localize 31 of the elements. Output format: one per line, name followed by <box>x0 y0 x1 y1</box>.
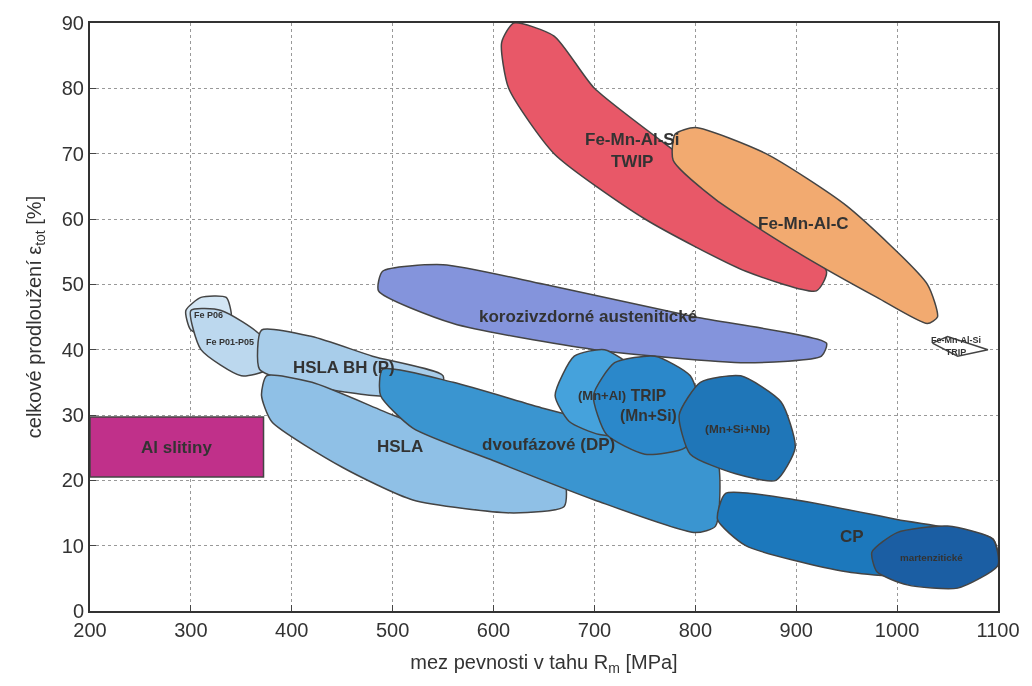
series-label: (Mn+Si+Nb) <box>705 422 771 435</box>
y-tick-label: 90 <box>61 12 84 34</box>
x-tick-label: 400 <box>275 619 309 641</box>
series-label: HSLA <box>377 437 424 456</box>
x-tick-label: 500 <box>375 619 410 641</box>
x-tick-label: 1100 <box>976 619 1020 641</box>
y-tick-label: 70 <box>61 142 84 165</box>
y-tick-label: 40 <box>61 338 84 361</box>
series-label: CP <box>840 527 864 546</box>
x-tick-label: 1000 <box>874 619 920 641</box>
x-tick-label: 600 <box>476 619 511 641</box>
series-label: dvoufázové (DP) <box>482 435 616 454</box>
series-label: Al slitiny <box>141 438 213 457</box>
x-tick-label: 800 <box>678 619 713 641</box>
y-tick-label: 0 <box>72 600 84 622</box>
y-tick-label: 10 <box>61 534 84 557</box>
y-tick-label: 30 <box>61 404 84 426</box>
y-tick-label: 20 <box>61 469 84 492</box>
series-label: Fe P01-P05 <box>206 337 255 347</box>
x-tick-label: 900 <box>779 619 813 641</box>
x-tick-label: 700 <box>577 619 612 641</box>
x-axis-title: mez pevnosti v tahu R$_{m}$ [MPa] <box>410 651 678 677</box>
series-label: martenzitické <box>900 552 964 563</box>
x-tick-label: 200 <box>73 619 107 641</box>
series-label: Fe P06 <box>194 310 224 320</box>
y-tick-label: 80 <box>61 77 84 100</box>
series-label: Fe-Mn-Al-C <box>758 214 849 233</box>
y-tick-label: 60 <box>61 208 84 230</box>
series-label: korozivzdorné austenitické <box>479 307 698 326</box>
x-tick-label: 300 <box>174 619 208 641</box>
y-tick-label: 50 <box>61 273 84 296</box>
